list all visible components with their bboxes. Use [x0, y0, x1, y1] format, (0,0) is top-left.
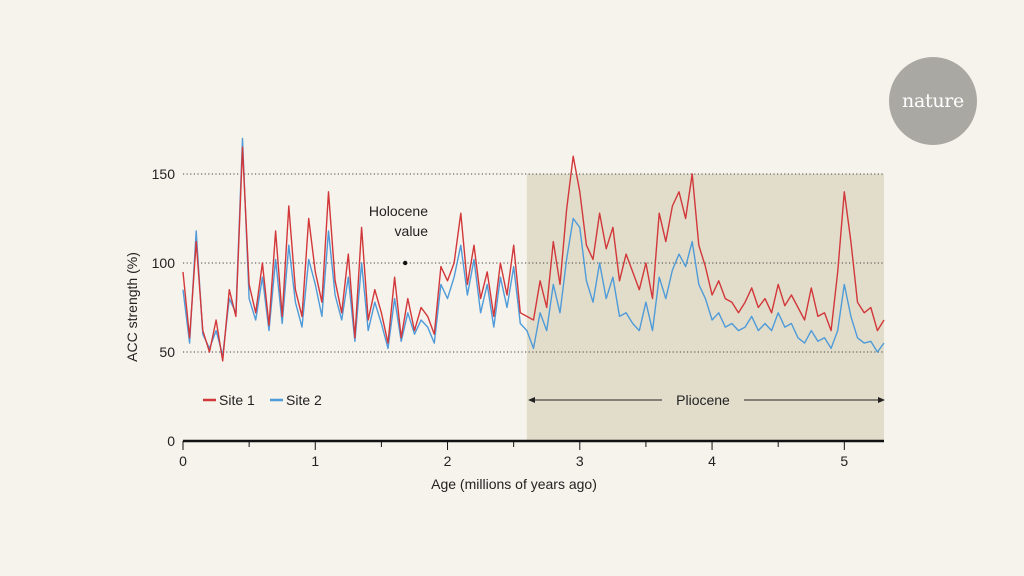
series-line-site-1 [182, 146, 885, 362]
x-tick-label-3: 3 [576, 453, 584, 469]
holocene-label-line2: value [395, 223, 429, 239]
x-tick-label-1: 1 [311, 453, 319, 469]
pliocene-label: Pliocene [676, 392, 730, 408]
legend-label-site2: Site 2 [286, 392, 322, 408]
legend: Site 1 Site 2 [203, 392, 322, 408]
nature-logo: nature [889, 57, 977, 145]
holocene-marker [403, 260, 408, 266]
series-layer [182, 137, 885, 362]
y-tick-label-150: 150 [152, 166, 176, 182]
pliocene-arrow-right-head [878, 397, 885, 403]
holocene-annotation: Holocene value [369, 203, 429, 266]
holocene-label-line1: Holocene [369, 203, 428, 219]
x-axis-title: Age (millions of years ago) [431, 476, 597, 492]
gridlines [183, 173, 884, 353]
x-axis-ticks: 0 1 2 3 4 5 [179, 441, 848, 469]
x-tick-label-4: 4 [708, 453, 716, 469]
y-tick-label-0: 0 [167, 433, 175, 449]
y-tick-label-100: 100 [152, 255, 176, 271]
x-tick-label-2: 2 [444, 453, 452, 469]
pliocene-arrow-left-head [528, 397, 535, 403]
series-line-site-2 [182, 137, 885, 357]
legend-label-site1: Site 1 [219, 392, 255, 408]
x-tick-label-0: 0 [179, 453, 187, 469]
y-axis-ticks: 0 50 100 150 [152, 166, 176, 449]
pliocene-range: Pliocene [528, 392, 885, 408]
y-axis-title: ACC strength (%) [124, 252, 140, 362]
x-tick-label-5: 5 [840, 453, 848, 469]
pliocene-shaded-region [526, 174, 884, 441]
y-tick-label-50: 50 [159, 344, 175, 360]
